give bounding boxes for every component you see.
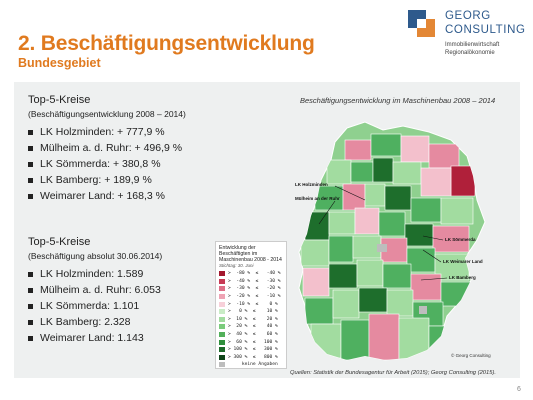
list-heading: Top-5-Kreise (28, 94, 91, 106)
legend-row: > 300 % ≤ 800 % (216, 354, 286, 362)
legend-label: > -30 % ≤ -20 % (228, 286, 281, 292)
legend-label: > 10 % ≤ 20 % (228, 316, 278, 322)
logo-name-line1: GEORG (445, 10, 491, 22)
logo-name-line2: CONSULTING (445, 24, 526, 36)
legend-swatch (219, 309, 225, 315)
legend-label: > -40 % ≤ -30 % (228, 278, 281, 284)
legend-label: > -10 % ≤ 0 % (228, 301, 278, 307)
logo-icon (408, 10, 436, 38)
germany-map: LK Holzminden Mülheim an der Ruhr LK Söm… (295, 121, 491, 361)
legend-row: > -30 % ≤ -20 % (216, 285, 286, 293)
legend-swatch (219, 271, 225, 277)
legend-row: > 100 % ≤ 300 % (216, 346, 286, 354)
logo-tagline-2: Regionalökonomie (445, 50, 495, 56)
list-subheading: (Beschäftigungsentwicklung 2008 – 2014) (28, 109, 186, 119)
legend-row: keine Angaben (216, 361, 286, 369)
legend-title: Entwicklung der Beschäftigten im Maschin… (219, 245, 282, 263)
list-item: Weimarer Land: + 168,3 % (28, 188, 186, 204)
top5-absolute-list: Top-5-Kreise (Beschäftigung absolut 30.0… (28, 236, 162, 346)
map-label-bamberg: LK Bamberg (449, 275, 476, 280)
legend-label: > 20 % ≤ 40 % (228, 324, 278, 330)
list-item: LK Holzminden: + 777,9 % (28, 124, 186, 140)
legend-stichtag: Stichtag: 30. Juni (219, 263, 254, 268)
list-item: Mülheim a. d. Ruhr: 6.053 (28, 282, 162, 298)
list-item: LK Sömmerda: + 380,8 % (28, 156, 186, 172)
legend-swatch (219, 339, 225, 345)
map-copyright: © Georg Consulting (451, 352, 491, 358)
legend-swatch (219, 354, 225, 360)
legend-row: > -10 % ≤ 0 % (216, 300, 286, 308)
legend-label: > 0 % ≤ 10 % (228, 309, 278, 315)
legend-row: > 0 % ≤ 10 % (216, 308, 286, 316)
source-note: Quellen: Statistik der Bundesagentur für… (290, 370, 497, 376)
legend-swatch (219, 332, 225, 338)
legend-label: > -80 % ≤ -40 % (228, 271, 281, 277)
legend-swatch (219, 362, 225, 368)
list-item: Weimarer Land: 1.143 (28, 330, 162, 346)
legend-swatch (219, 316, 225, 322)
list-subheading: (Beschäftigung absolut 30.06.2014) (28, 251, 163, 261)
legend-label: > 300 % ≤ 800 % (228, 354, 278, 360)
list-item: LK Holzminden: 1.589 (28, 266, 162, 282)
legend-row: > 40 % ≤ 60 % (216, 331, 286, 339)
map-title: Beschäftigungsentwicklung im Maschinenba… (300, 96, 496, 105)
page-number: 6 (517, 386, 521, 393)
legend-swatch (219, 278, 225, 284)
legend-swatch (219, 294, 225, 300)
list-item: Mülheim a. d. Ruhr: + 496,9 % (28, 140, 186, 156)
legend-row: > 60 % ≤ 100 % (216, 338, 286, 346)
map-label-holzminden: LK Holzminden (295, 182, 328, 187)
legend-swatch (219, 286, 225, 292)
legend-row: > 20 % ≤ 40 % (216, 323, 286, 331)
legend-label: > -20 % ≤ -10 % (228, 294, 281, 300)
legend-row: > -80 % ≤ -40 % (216, 270, 286, 278)
list-item: LK Bamberg: 2.328 (28, 314, 162, 330)
georg-consulting-logo: GEORG CONSULTING Immobilienwirtschaft Re… (408, 10, 526, 70)
legend-label: > 60 % ≤ 100 % (228, 339, 278, 345)
list-item: LK Sömmerda: 1.101 (28, 298, 162, 314)
legend-swatch (219, 347, 225, 353)
map-label-muelheim: Mülheim an der Ruhr (295, 196, 340, 201)
page-subtitle: Bundesgebiet (18, 56, 101, 70)
map-label-soemmerda: LK Sömmerda (445, 237, 476, 242)
logo-tagline-1: Immobilienwirtschaft (445, 42, 500, 48)
list-item: LK Bamberg: + 189,9 % (28, 172, 186, 188)
legend-row: > 10 % ≤ 20 % (216, 316, 286, 324)
legend-swatch (219, 324, 225, 330)
legend-row: > -40 % ≤ -30 % (216, 278, 286, 286)
legend-label: > 100 % ≤ 300 % (228, 347, 278, 353)
legend-swatch (219, 301, 225, 307)
map-label-weimarer-land: LK Weimarer Land (443, 259, 483, 264)
legend-label: > 40 % ≤ 60 % (228, 332, 278, 338)
top5-growth-list: Top-5-Kreise (Beschäftigungsentwicklung … (28, 94, 186, 204)
page-title: 2. Beschäftigungsentwicklung (18, 32, 315, 55)
list-heading: Top-5-Kreise (28, 236, 91, 248)
legend-label: keine Angaben (228, 362, 278, 368)
map-legend: Entwicklung der Beschäftigten im Maschin… (215, 241, 287, 369)
legend-row: > -20 % ≤ -10 % (216, 293, 286, 301)
